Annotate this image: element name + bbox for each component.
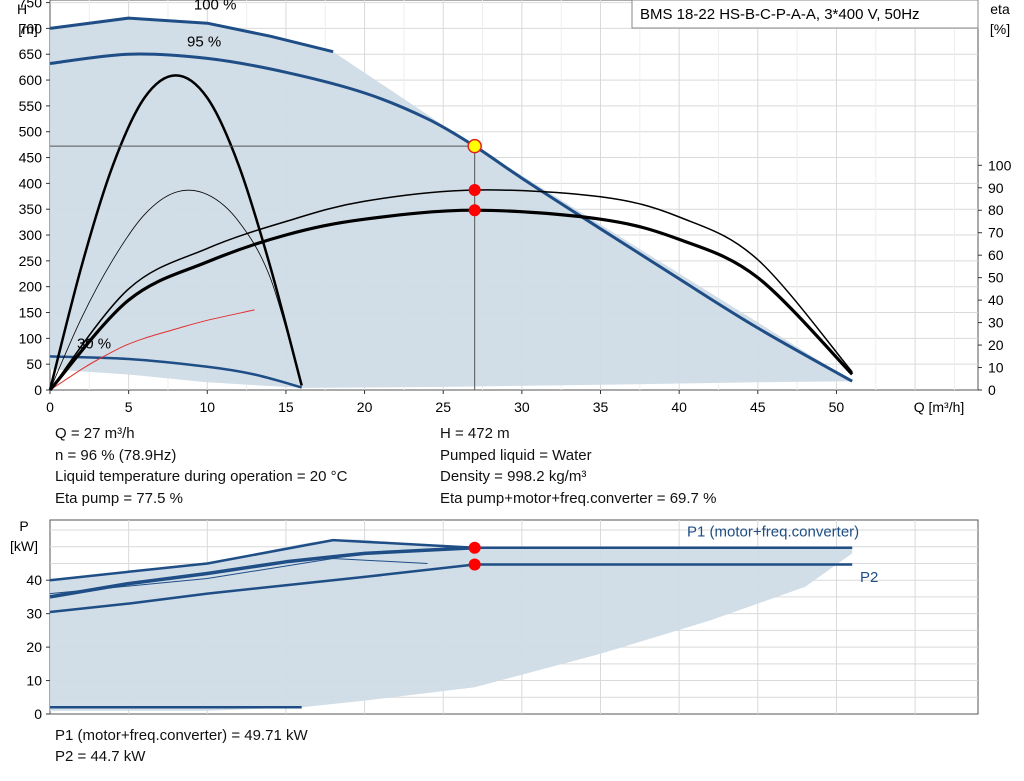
curve-7 (48, 208, 854, 392)
power-curve-1 (49, 545, 475, 599)
model-title: BMS 18-22 HS-B-C-P-A-A, 3*400 V, 50Hz (640, 6, 920, 23)
info-p1: P1 (motor+freq.converter) = 49.71 kW (55, 727, 308, 744)
y-tick-label: 600 (19, 72, 43, 88)
power-point-marker (468, 541, 481, 554)
flow-axis-label: Q [m³/h] (914, 399, 965, 415)
curve-label: 30 % (77, 336, 111, 353)
y-tick-label: 400 (19, 175, 43, 191)
eta-axis-label-2: [%] (990, 21, 1010, 37)
curve-2 (49, 355, 303, 389)
y-tick-label: 500 (19, 124, 43, 140)
info-temperature: Liquid temperature during operation = 20… (55, 468, 348, 485)
x-tick-label: 35 (593, 399, 609, 415)
duty-point-marker (467, 138, 482, 154)
p2-series-label: P2 (860, 569, 878, 586)
power-axis-label-1: P (19, 518, 28, 534)
y-tick-label: 750 (19, 0, 43, 11)
power-markers (468, 541, 481, 571)
info-eta-pump: Eta pump = 77.5 % (55, 490, 183, 507)
curve-1 (49, 52, 853, 383)
curve-0 (49, 16, 334, 54)
x-tick-label: 10 (199, 399, 215, 415)
info-speed: n = 96 % (78.9Hz) (55, 447, 177, 464)
eta-point-marker (468, 204, 481, 217)
curve-5 (49, 189, 303, 391)
power-curve-3 (49, 558, 428, 595)
power-point-marker (468, 558, 481, 571)
eta-tick-label: 50 (988, 270, 1004, 286)
curve-label: 100 % (194, 0, 237, 13)
y-tick-label: 650 (19, 46, 43, 62)
x-tick-label: 5 (125, 399, 133, 415)
info-p2: P2 = 44.7 kW (55, 748, 146, 765)
x-tick-label: 20 (357, 399, 373, 415)
power-axis-label-2: [kW] (10, 538, 38, 554)
eta-tick-label: 100 (988, 157, 1012, 173)
head-curves (48, 16, 854, 392)
y-tick-label: 40 (26, 572, 42, 588)
speed-labels: 100 % 95 % 30 % (77, 0, 236, 353)
head-y-ticks: 0 50 100 150 200 250 300 350 400 450 500 550 600 650 7… (19, 0, 50, 398)
y-tick-label: 20 (26, 639, 42, 655)
eta-tick-label: 0 (988, 382, 996, 398)
eta-ticks: 0 10 20 30 40 50 60 70 80 90 100 (978, 157, 1012, 398)
y-tick-label: 350 (19, 201, 43, 217)
y-tick-label: 450 (19, 150, 43, 166)
x-tick-label: 45 (750, 399, 766, 415)
curve-3 (49, 309, 255, 391)
eta-axis-label-1: eta (990, 1, 1010, 17)
power-envelope (50, 539, 853, 711)
x-tick-label: 30 (514, 399, 530, 415)
info-density: Density = 998.2 kg/m³ (440, 468, 587, 485)
x-tick-label: 40 (671, 399, 687, 415)
y-tick-label: 50 (26, 356, 42, 372)
y-tick-label: 700 (19, 20, 43, 36)
y-tick-label: 0 (34, 382, 42, 398)
x-tick-label: 15 (278, 399, 294, 415)
curve-6 (49, 189, 853, 391)
model-box (631, 0, 979, 29)
eta-tick-label: 90 (988, 180, 1004, 196)
info-eta-total: Eta pump+motor+freq.converter = 69.7 % (440, 490, 717, 507)
y-tick-label: 250 (19, 253, 43, 269)
eta-tick-label: 20 (988, 337, 1004, 353)
curve-4 (48, 74, 303, 391)
eta-tick-label: 70 (988, 225, 1004, 241)
curve-label: 95 % (187, 33, 221, 50)
y-tick-label: 0 (34, 706, 42, 722)
x-tick-label: 25 (435, 399, 451, 415)
info-flow: Q = 27 m³/h (55, 425, 135, 442)
y-tick-label: 100 (19, 330, 43, 346)
y-tick-label: 550 (19, 98, 43, 114)
head-envelope (50, 18, 853, 388)
info-head: H = 472 m (440, 425, 510, 442)
eta-tick-label: 40 (988, 292, 1004, 308)
power-y-ticks: 0 10 20 30 40 (26, 572, 50, 722)
y-tick-label: 300 (19, 227, 43, 243)
eta-tick-label: 80 (988, 202, 1004, 218)
info-liquid: Pumped liquid = Water (440, 447, 592, 464)
p1-series-label: P1 (motor+freq.converter) (687, 524, 859, 541)
eta-point-marker (468, 184, 481, 197)
head-axis-label-2: [m] (18, 21, 37, 37)
y-tick-label: 150 (19, 305, 43, 321)
y-tick-label: 30 (26, 606, 42, 622)
y-tick-label: 10 (26, 673, 42, 689)
eta-tick-label: 30 (988, 315, 1004, 331)
x-tick-label: 0 (46, 399, 54, 415)
eta-tick-label: 60 (988, 247, 1004, 263)
eta-tick-label: 10 (988, 360, 1004, 376)
flow-x-ticks: 0 5 10 15 20 25 30 35 40 45 50 (46, 390, 844, 415)
power-curve-0 (49, 538, 853, 582)
head-axis-label-1: H (17, 1, 27, 17)
duty-point-group (50, 138, 482, 390)
y-tick-label: 200 (19, 279, 43, 295)
x-tick-label: 50 (829, 399, 845, 415)
